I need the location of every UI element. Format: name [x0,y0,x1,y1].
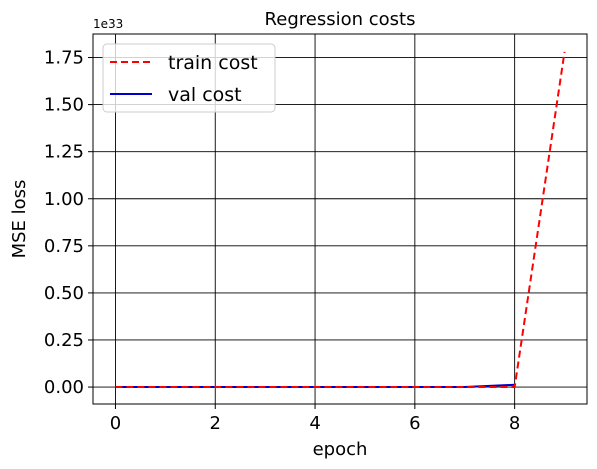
y-tick-label: 0.75 [44,236,84,257]
y-tick-label: 1.50 [44,95,84,116]
x-tick-label: 8 [509,413,520,434]
chart-title: Regression costs [265,9,416,30]
y-tick-label: 0.00 [44,377,84,398]
y-tick-label: 1.00 [44,189,84,210]
legend-label-val-cost: val cost [168,84,242,106]
series-line-train-cost [115,51,566,389]
x-axis-label: epoch [313,439,368,460]
legend-label-train-cost: train cost [168,52,258,74]
plot-frame [92,33,588,405]
x-tick-label: 6 [409,413,420,434]
y-tick-label: 1.25 [44,142,84,163]
x-tick-label: 2 [210,413,221,434]
legend: train cost val cost [102,43,276,113]
series-group [115,51,566,389]
y-tick-label: 1.75 [44,48,84,69]
y-tick-label: 0.50 [44,283,84,304]
x-tick-label: 0 [110,413,121,434]
x-tick-label: 4 [309,413,320,434]
ticks: 0 2 4 6 8 0.00 0.25 0.50 0.75 1.00 1.25 1.50 1.75 [44,48,520,434]
y-tick-label: 0.25 [44,330,84,351]
y-axis-label: MSE loss [9,180,30,259]
y-offset-text: 1e33 [93,17,123,31]
